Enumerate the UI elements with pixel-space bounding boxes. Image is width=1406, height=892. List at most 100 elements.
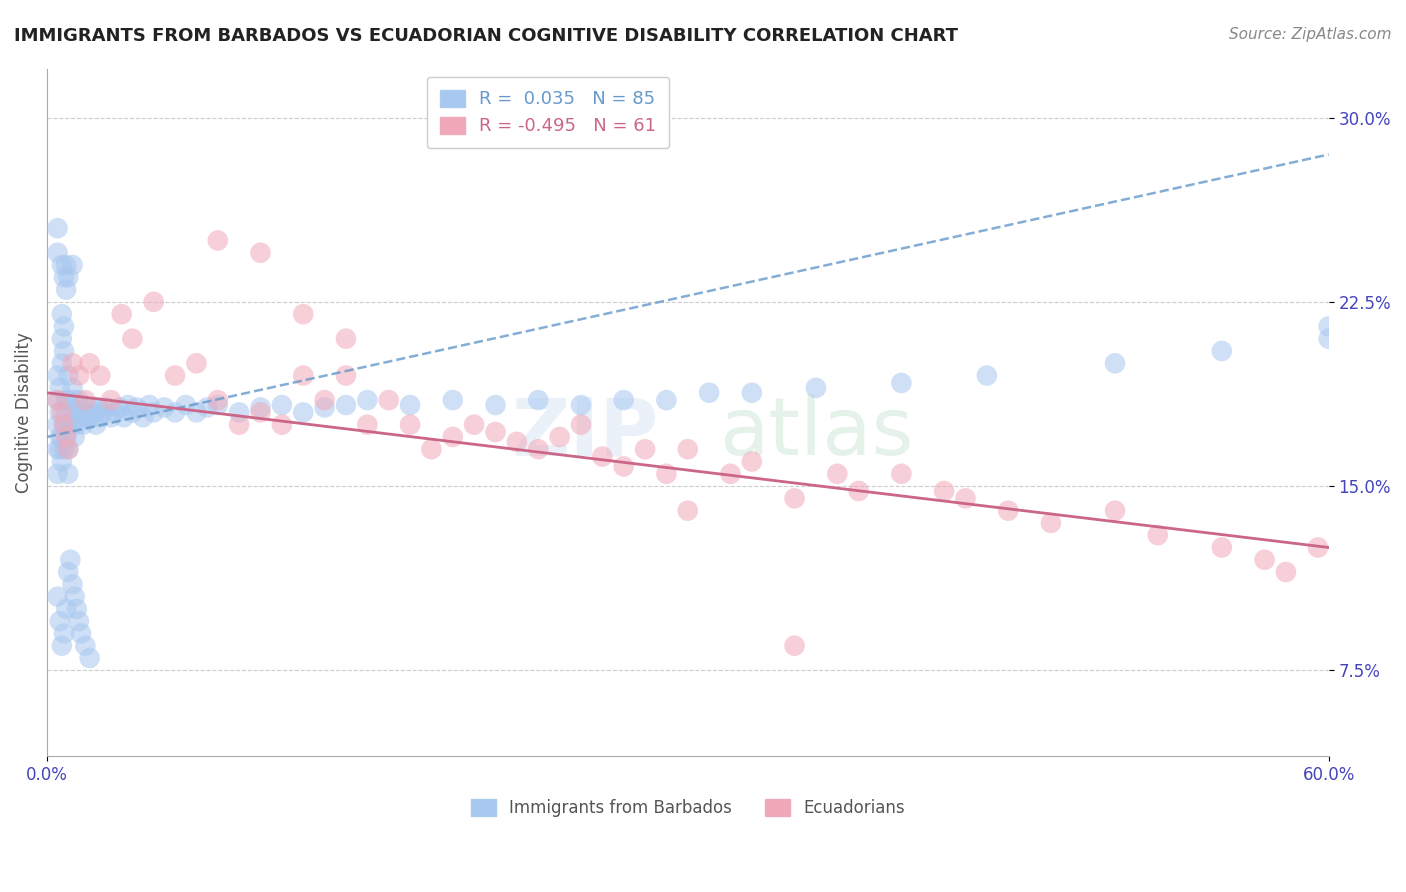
Point [51,307,73,321]
Point [62,356,84,370]
Point [66,417,89,432]
Point [46,368,69,383]
Point [75,639,97,653]
Point [67,614,90,628]
Point [1211,343,1233,358]
Point [46,393,69,408]
Point [51,405,73,419]
Point [890,376,912,390]
Point [62,381,84,395]
Point [46,393,69,408]
Point [55,430,77,444]
Point [720,467,742,481]
Point [51,356,73,370]
Point [697,385,720,400]
Point [441,393,464,408]
Point [53,319,76,334]
Point [121,405,143,419]
Point [848,483,870,498]
Point [1039,516,1062,530]
Point [48,405,70,419]
Point [48,381,70,395]
Point [62,417,84,432]
Point [51,639,73,653]
Point [75,393,97,408]
Point [174,398,197,412]
Point [83,405,105,419]
Point [228,417,250,432]
Point [46,417,69,432]
Point [87,401,110,415]
Point [53,442,76,457]
Point [55,417,77,432]
Point [67,405,90,419]
Point [67,393,90,408]
Point [1317,319,1340,334]
Point [335,332,357,346]
Point [195,401,218,415]
Point [48,430,70,444]
Point [1104,503,1126,517]
Point [62,258,84,272]
Point [1275,565,1298,579]
Point [55,258,77,272]
Point [249,245,271,260]
Point [932,483,955,498]
Point [76,410,98,425]
Point [142,294,165,309]
Point [249,405,271,419]
Point [46,221,69,235]
Point [70,410,93,425]
Point [441,430,464,444]
Point [79,651,101,665]
Point [72,417,94,432]
Point [58,442,80,457]
Point [207,234,229,248]
Point [46,467,69,481]
Point [48,614,70,628]
Point [676,442,699,457]
Point [527,393,550,408]
Point [1317,332,1340,346]
Point [356,417,378,432]
Text: Source: ZipAtlas.com: Source: ZipAtlas.com [1229,27,1392,42]
Point [58,565,80,579]
Point [186,405,208,419]
Point [484,398,506,412]
Point [89,410,111,425]
Point [976,368,998,383]
Point [249,401,271,415]
Point [46,590,69,604]
Point [377,393,399,408]
Point [207,398,229,412]
Point [527,442,550,457]
Point [292,405,315,419]
Point [55,405,77,419]
Point [59,553,82,567]
Point [100,410,122,425]
Point [53,626,76,640]
Point [108,401,131,415]
Point [314,393,336,408]
Point [207,393,229,408]
Point [314,401,336,415]
Point [335,368,357,383]
Point [165,405,187,419]
Point [58,467,80,481]
Point [890,467,912,481]
Point [55,430,77,444]
Point [66,602,89,616]
Y-axis label: Cognitive Disability: Cognitive Disability [15,332,32,492]
Point [356,393,378,408]
Point [48,442,70,457]
Point [53,270,76,285]
Point [484,425,506,439]
Text: IMMIGRANTS FROM BARBADOS VS ECUADORIAN COGNITIVE DISABILITY CORRELATION CHART: IMMIGRANTS FROM BARBADOS VS ECUADORIAN C… [14,27,957,45]
Point [58,368,80,383]
Point [100,393,122,408]
Point [1253,553,1275,567]
Point [63,393,86,408]
Point [58,270,80,285]
Point [142,405,165,419]
Point [569,417,592,432]
